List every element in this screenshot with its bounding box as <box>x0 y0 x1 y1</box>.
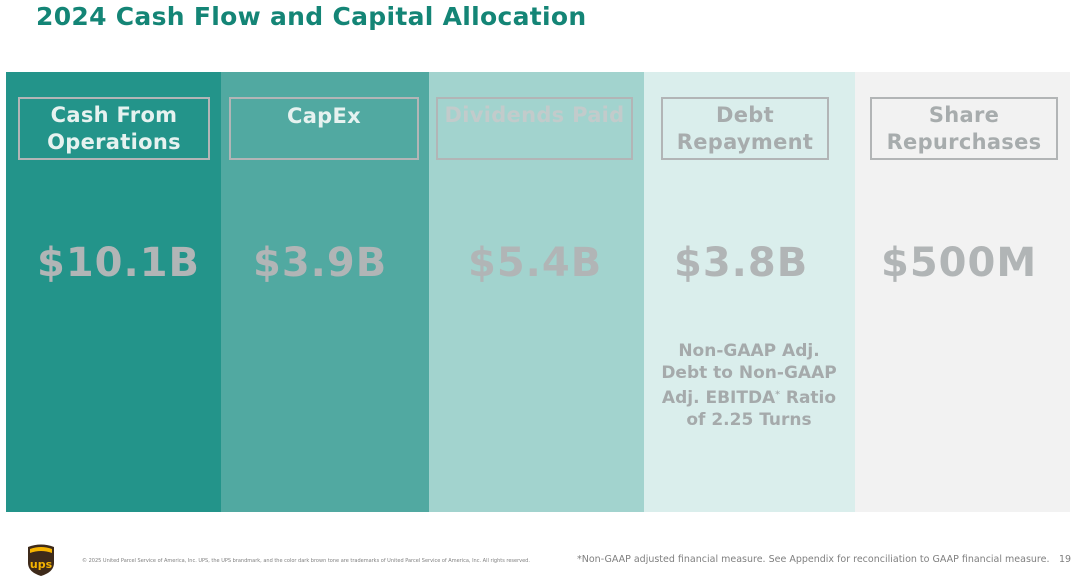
column-label-box: CapEx <box>229 97 419 160</box>
column-label-box: Dividends Paid <box>436 97 633 160</box>
column-value: $500M <box>881 240 1038 286</box>
page-title: 2024 Cash Flow and Capital Allocation <box>36 2 587 31</box>
column-capex: CapEx $3.9B <box>221 72 429 512</box>
note-line-4: of 2.25 Turns <box>686 410 812 430</box>
column-cash-from-operations: Cash From Operations $10.1B <box>6 72 221 512</box>
svg-text:ups: ups <box>30 558 53 571</box>
footnote-text: *Non-GAAP adjusted financial measure. Se… <box>577 554 1050 565</box>
column-value: $3.8B <box>674 240 809 286</box>
column-label-box: Share Repurchases <box>870 97 1058 160</box>
column-share-repurchases: Share Repurchases $500M <box>855 72 1070 512</box>
column-label: Share Repurchases <box>886 103 1042 154</box>
column-label: CapEx <box>286 104 361 128</box>
column-dividends-paid: Dividends Paid $5.4B <box>429 72 644 512</box>
debt-ratio-note: Non-GAAP Adj. Debt to Non-GAAP Adj. EBIT… <box>644 340 854 431</box>
column-label-box: Cash From Operations <box>18 97 210 160</box>
column-debt-repayment: Debt Repayment $3.8B Non-GAAP Adj. Debt … <box>644 72 855 512</box>
column-value: $3.9B <box>253 240 388 286</box>
column-label: Dividends Paid <box>444 103 625 127</box>
column-label: Debt Repayment <box>676 103 814 154</box>
ups-logo: ups <box>26 543 56 581</box>
column-label: Cash From Operations <box>47 103 181 154</box>
capital-allocation-columns: Cash From Operations $10.1B CapEx $3.9B … <box>6 72 1070 512</box>
copyright-text: © 2025 United Parcel Service of America,… <box>82 558 530 564</box>
column-label-box: Debt Repayment <box>661 97 829 160</box>
note-line-2: Debt to Non-GAAP <box>661 363 837 383</box>
column-value: $10.1B <box>37 240 201 286</box>
page-number: 19 <box>1059 554 1072 565</box>
column-value: $5.4B <box>468 240 603 286</box>
note-line-1: Non-GAAP Adj. <box>678 341 820 361</box>
note-line-3: Adj. EBITDA* Ratio <box>661 388 837 408</box>
